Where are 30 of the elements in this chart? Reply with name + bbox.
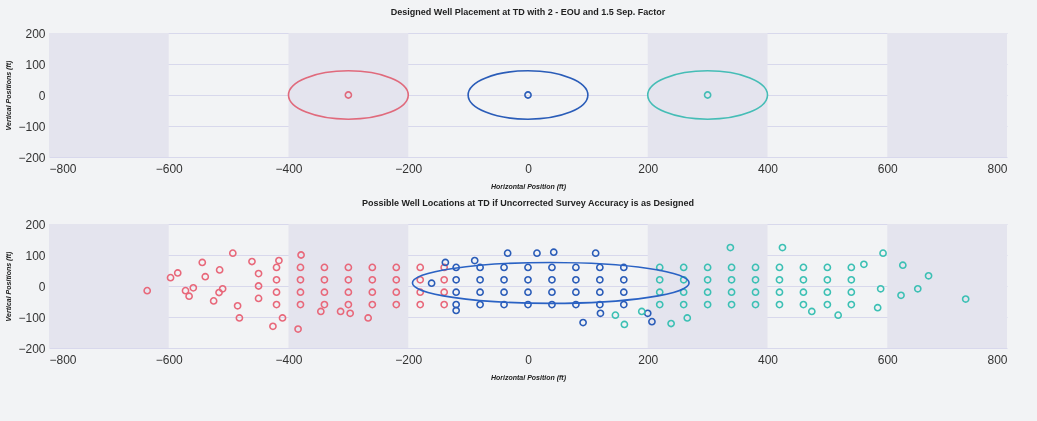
x-tick-label: 800 — [987, 161, 1008, 176]
y-tick-label: 100 — [25, 57, 46, 72]
x-tick-label: 800 — [987, 352, 1008, 367]
x-tick-label: 200 — [638, 352, 659, 367]
x-tick-label: 0 — [525, 352, 533, 367]
y-tick-label: −200 — [18, 150, 46, 165]
y-tick-label: 200 — [25, 217, 46, 232]
y-tick-label: −100 — [18, 119, 46, 134]
chart-title: Designed Well Placement at TD with 2 - EOU and 1.5 Sep. Factor — [390, 7, 666, 17]
y-tick-label: 100 — [25, 248, 46, 263]
x-tick-label: −400 — [275, 352, 303, 367]
x-tick-label: 600 — [877, 352, 899, 367]
y-tick-label: −100 — [18, 310, 46, 325]
x-tick-label: −600 — [155, 352, 184, 367]
y-tick-label: −200 — [18, 341, 46, 356]
x-tick-label: −200 — [395, 161, 423, 176]
x-tick-label: 200 — [638, 161, 659, 176]
x-tick-label: −600 — [155, 161, 184, 176]
x-tick-label: −800 — [49, 352, 77, 367]
x-tick-label: 400 — [757, 161, 779, 176]
x-tick-label: −400 — [275, 161, 303, 176]
x-tick-label: 600 — [877, 161, 899, 176]
x-tick-label: 0 — [525, 161, 533, 176]
y-tick-label: 0 — [38, 279, 46, 294]
y-tick-label: 200 — [25, 26, 46, 41]
chart-title: Possible Well Locations at TD if Uncorrected Survey Accuracy is as Designed — [361, 198, 695, 208]
x-tick-label: −200 — [395, 352, 423, 367]
x-tick-label: 400 — [757, 352, 779, 367]
y-tick-label: 0 — [38, 88, 46, 103]
x-tick-label: −800 — [49, 161, 77, 176]
